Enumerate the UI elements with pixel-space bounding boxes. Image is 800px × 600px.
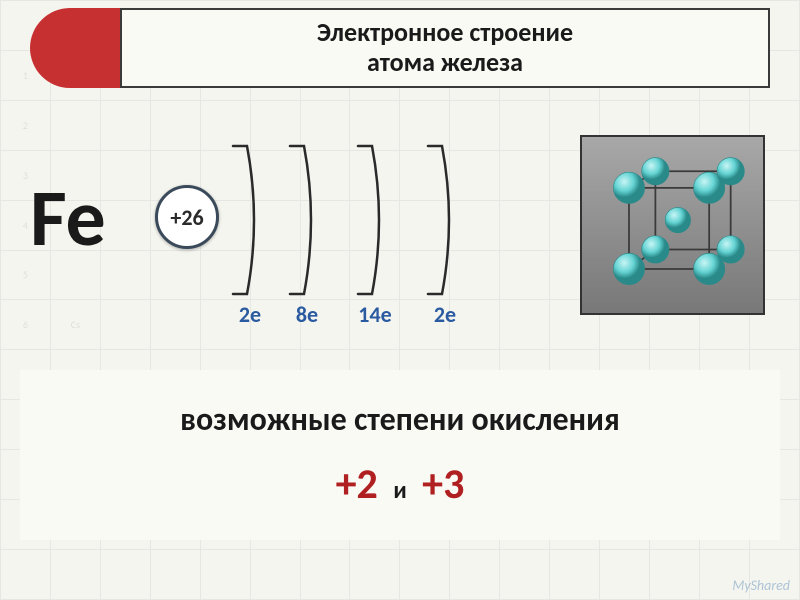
watermark: MyShared xyxy=(732,577,790,594)
nucleus-charge: +26 xyxy=(170,204,203,231)
electron-diagram: Fe +26 2e8e14e2e xyxy=(20,130,780,350)
crystal-lattice xyxy=(580,135,765,315)
nucleus-circle: +26 xyxy=(155,185,219,249)
shell-label-3: 14e xyxy=(350,301,400,328)
electron-shell-2: 8e xyxy=(282,140,332,300)
shell-label-1: 2e xyxy=(225,301,275,328)
header-banner: Электронное строение атома железа xyxy=(30,8,770,88)
lattice-atom-7 xyxy=(717,236,744,263)
lattice-atom-4 xyxy=(642,158,669,185)
title-box: Электронное строение атома железа xyxy=(120,8,770,88)
lattice-atom-8 xyxy=(665,207,690,232)
oxidation-values: +2 и +3 xyxy=(336,459,465,510)
oxidation-panel: возможные степени окисления +2 и +3 xyxy=(20,370,780,540)
lattice-atom-6 xyxy=(642,236,669,263)
oxidation-value-2: +3 xyxy=(422,459,464,510)
electron-shell-1: 2e xyxy=(225,140,275,300)
shell-label-4: 2e xyxy=(420,301,470,328)
title-line-1: Электронное строение xyxy=(317,18,573,48)
shell-label-2: 8e xyxy=(282,301,332,328)
oxidation-title: возможные степени окисления xyxy=(180,400,620,439)
title-line-2: атома железа xyxy=(367,48,523,78)
oxidation-conjunction: и xyxy=(387,476,412,505)
lattice-atom-0 xyxy=(613,172,644,203)
electron-shell-4: 2e xyxy=(420,140,470,300)
element-symbol: Fe xyxy=(30,170,106,267)
lattice-atom-5 xyxy=(717,158,744,185)
electron-shell-3: 14e xyxy=(350,140,400,300)
oxidation-value-1: +2 xyxy=(336,459,378,510)
lattice-atom-2 xyxy=(613,253,644,284)
